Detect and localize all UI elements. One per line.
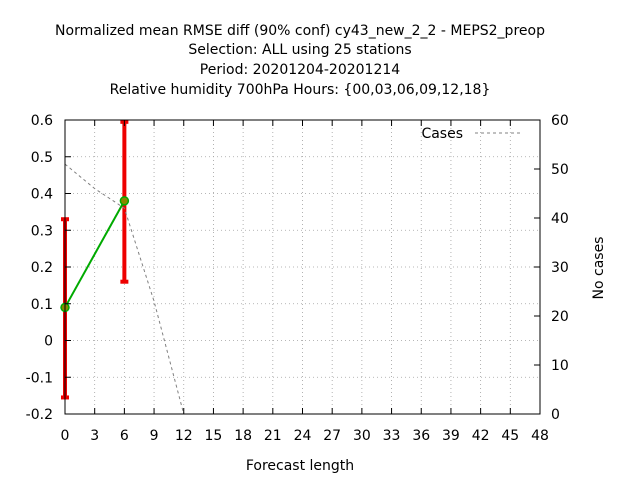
x-tick-label: 30 <box>353 428 371 444</box>
y2-tick-label: 40 <box>551 211 569 227</box>
plot-area <box>60 119 540 415</box>
x-tick-label: 9 <box>150 428 159 444</box>
x-tick-label: 6 <box>120 428 129 444</box>
y2-tick-label: 0 <box>551 407 560 423</box>
title-line-3: Period: 20201204-20201214 <box>200 62 400 78</box>
x-axis-title: Forecast length <box>246 458 354 474</box>
x-tick-label: 42 <box>472 428 490 444</box>
x-tick-label: 0 <box>61 428 70 444</box>
y2-tick-label: 50 <box>551 162 569 178</box>
y-tick-label: 0.2 <box>31 260 53 276</box>
grid-lines <box>65 120 540 414</box>
y-tick-label: 0.1 <box>31 297 53 313</box>
x-tick-label: 3 <box>90 428 99 444</box>
y2-tick-label: 60 <box>551 113 569 129</box>
x-tick-label: 24 <box>294 428 312 444</box>
y2-tick-label: 30 <box>551 260 569 276</box>
x-tick-label: 48 <box>531 428 549 444</box>
x-tick-label: 15 <box>205 428 223 444</box>
y2-tick-label: 10 <box>551 358 569 374</box>
y-tick-label: 0.4 <box>31 187 53 203</box>
y2-tick-label: 20 <box>551 309 569 325</box>
x-tick-label: 45 <box>501 428 519 444</box>
x-tick-label: 21 <box>264 428 282 444</box>
x-tick-label: 18 <box>234 428 252 444</box>
title-line-1: Normalized mean RMSE diff (90% conf) cy4… <box>55 23 545 39</box>
y2-axis-title: No cases <box>591 237 607 300</box>
axis-ticks: 0 3 6 9 12 15 18 21 24 27 30 33 36 39 42 45 48-0.2-0.100… <box>26 113 569 444</box>
title-line-2: Selection: ALL using 25 stations <box>188 42 411 58</box>
chart-title: Normalized mean RMSE diff (90% conf) cy4… <box>55 23 545 98</box>
y-tick-label: -0.1 <box>26 370 53 386</box>
legend: Cases <box>421 126 520 142</box>
y-tick-label: 0.5 <box>31 150 53 166</box>
y-tick-label: 0.3 <box>31 223 53 239</box>
x-tick-label: 36 <box>412 428 430 444</box>
title-line-4: Relative humidity 700hPa Hours: {00,03,0… <box>110 82 491 98</box>
x-tick-label: 12 <box>175 428 193 444</box>
y-tick-label: 0.6 <box>31 113 53 129</box>
x-tick-label: 39 <box>442 428 460 444</box>
y-tick-label: -0.2 <box>26 407 53 423</box>
rmse-diff-line <box>64 200 126 308</box>
rmse-diff-point <box>119 196 130 206</box>
legend-label-cases: Cases <box>421 126 463 142</box>
y-tick-label: 0 <box>44 334 53 350</box>
x-tick-label: 27 <box>323 428 341 444</box>
x-tick-label: 33 <box>383 428 401 444</box>
